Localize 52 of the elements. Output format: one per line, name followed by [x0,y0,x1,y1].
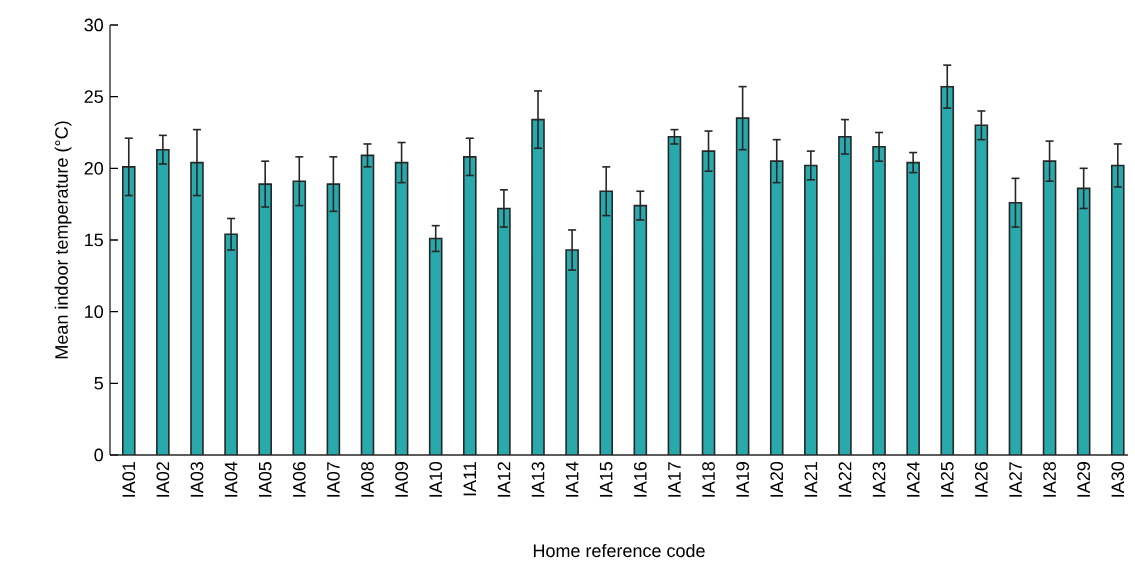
bar [736,118,749,455]
bar [975,125,988,455]
x-tick-label: IA27 [1009,462,1022,497]
y-tick-label: 15 [85,233,103,247]
x-tick-label: IA17 [668,462,681,497]
y-tick-label: 20 [84,161,104,175]
bar [702,151,715,455]
bar [327,184,340,455]
y-tick-label: 0 [94,448,104,462]
y-tick-label: 10 [85,305,104,319]
bar [395,162,408,455]
x-tick-label: IA15 [599,462,613,497]
y-tick-label: 25 [84,90,103,104]
bar [361,155,374,455]
x-tick-label: IA02 [156,462,170,497]
bar [668,136,681,455]
x-tick-label: IA04 [224,461,238,497]
x-tick-label: IA13 [531,462,545,497]
x-axis-title: Home reference code [533,543,705,558]
x-tick-label: IA01 [122,462,136,497]
bar [634,205,647,455]
x-tick-label: IA29 [1077,462,1091,497]
bar [1009,202,1022,455]
x-tick-label: IA07 [327,462,340,497]
x-tick-label: IA24 [906,461,920,497]
x-tick-label: IA05 [258,462,272,497]
y-tick-label: 30 [84,18,104,32]
bar [429,238,442,455]
x-tick-label: IA22 [838,462,852,497]
x-tick-label: IA08 [361,462,374,497]
x-tick-label: IA12 [497,462,511,497]
x-tick-label: IA03 [190,462,204,497]
x-tick-label: IA06 [292,462,306,497]
x-tick-label: IA30 [1111,461,1125,497]
x-tick-label: IA14 [565,461,579,497]
x-tick-label: IA25 [940,462,954,497]
x-tick-label: IA11 [463,462,476,496]
x-tick-label: IA18 [702,462,715,497]
bar [1110,164,1125,455]
x-tick-label: IA26 [974,462,988,497]
bar [1077,188,1090,455]
y-tick-label: 5 [94,377,103,390]
x-tick-label: IA23 [872,462,886,497]
x-tick-label: IA28 [1043,462,1056,497]
x-tick-label: IA09 [395,462,408,497]
x-tick-label: IA16 [633,462,647,497]
x-tick-label: IA10 [429,461,443,497]
x-tick-label: IA19 [736,462,749,497]
bar [1043,161,1056,455]
x-tick-label: IA20 [770,461,784,497]
x-tick-label: IA21 [804,462,818,497]
y-axis-title: Mean indoor temperature (°C) [54,121,72,359]
